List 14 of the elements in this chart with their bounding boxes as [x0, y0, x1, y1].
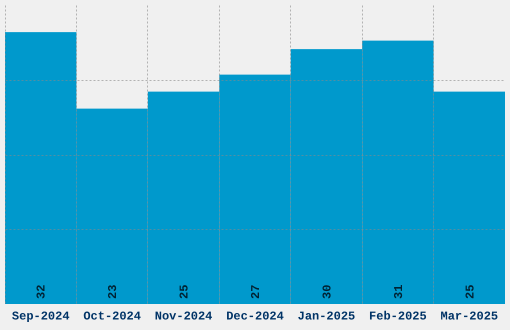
x-tick-label: Feb-2025 [369, 310, 427, 324]
x-tick-label: Dec-2024 [226, 310, 284, 324]
x-tick-label: Nov-2024 [154, 310, 212, 324]
data-label: 30 [320, 284, 334, 299]
data-label: 32 [34, 284, 49, 299]
data-label: 31 [392, 284, 406, 299]
x-tick-label: Sep-2024 [12, 310, 70, 324]
x-tick-label: Jan-2025 [298, 310, 356, 324]
x-tick-label: Mar-2025 [440, 310, 498, 324]
x-tick-label: Oct-2024 [83, 310, 141, 324]
data-label: 23 [106, 284, 120, 299]
data-label: 27 [249, 284, 263, 299]
data-label: 25 [463, 284, 478, 299]
data-label: 25 [178, 284, 192, 299]
